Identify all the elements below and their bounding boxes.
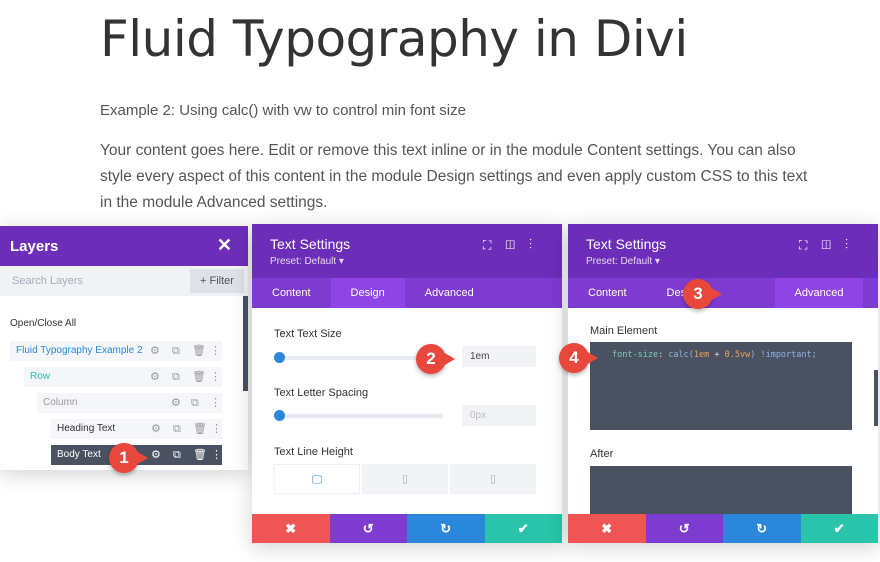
css-operator: + <box>709 350 725 360</box>
more-icon[interactable]: ⋮ <box>528 238 546 252</box>
layer-label: Column <box>43 397 78 408</box>
letter-spacing-input[interactable]: 0px <box>462 405 536 426</box>
gear-icon[interactable]: ⚙ <box>151 449 161 461</box>
duplicate-icon[interactable]: ⧉ <box>172 345 180 357</box>
gear-icon[interactable]: ⚙ <box>171 397 181 409</box>
duplicate-icon[interactable]: ⧉ <box>172 371 180 383</box>
trash-icon[interactable]: 🗑 <box>192 345 206 357</box>
slider-handle[interactable] <box>274 410 285 421</box>
search-layers-input[interactable]: Search Layers <box>12 275 83 287</box>
slider-handle[interactable] <box>274 352 285 363</box>
more-icon[interactable]: ⋮ <box>210 345 221 357</box>
main-element-label: Main Element <box>590 325 658 337</box>
more-icon[interactable]: ⋮ <box>210 397 221 409</box>
more-icon[interactable]: ⋮ <box>844 238 862 252</box>
close-icon[interactable]: ✕ <box>216 235 232 255</box>
line-height-label: Text Line Height <box>274 446 353 458</box>
step-marker-4: 4 <box>559 343 598 373</box>
layer-row[interactable]: Row ⚙ ⧉ 🗑 ⋮ <box>24 367 222 387</box>
split-icon[interactable]: ◫ <box>505 238 529 252</box>
gear-icon[interactable]: ⚙ <box>151 423 161 435</box>
redo-button[interactable]: ↻ <box>723 514 801 543</box>
text-settings-advanced-panel: Text Settings Preset: Default ▾ ⛶◫⋮ Conten… <box>568 224 878 543</box>
letter-spacing-label: Text Letter Spacing <box>274 387 369 399</box>
tab-advanced[interactable]: Advanced <box>424 287 474 299</box>
layer-label: Fluid Typography Example 2 <box>16 345 143 356</box>
layer-label: Heading Text <box>57 423 116 434</box>
text-settings-design-panel: Text Settings Preset: Default ▾ ⛶◫⋮ Conten… <box>252 224 562 543</box>
panel-title: Text Settings <box>270 236 351 252</box>
css-important: !important; <box>755 350 817 360</box>
trash-icon[interactable]: 🗑 <box>193 423 207 435</box>
css-paren: ) <box>750 350 756 360</box>
more-icon[interactable]: ⋮ <box>211 449 222 461</box>
css-value: 0.5vw <box>724 350 751 360</box>
desktop-icon[interactable]: 🖵 <box>274 464 360 494</box>
tab-content[interactable]: Content <box>588 287 627 299</box>
fullscreen-icon[interactable]: ⛶ <box>798 238 822 252</box>
preset-dropdown[interactable]: Preset: Default ▾ <box>586 256 660 267</box>
layer-column[interactable]: Column ⚙ ⧉ ⋮ <box>37 393 222 413</box>
undo-button[interactable]: ↺ <box>329 514 407 543</box>
layer-section[interactable]: Fluid Typography Example 2 ⚙ ⧉ 🗑 ⋮ <box>10 341 222 361</box>
split-icon[interactable]: ◫ <box>821 238 845 252</box>
layer-label: Row <box>30 371 51 382</box>
save-button[interactable]: ✔ <box>484 514 562 543</box>
more-icon[interactable]: ⋮ <box>211 423 222 435</box>
step-marker-3: 3 <box>683 279 722 309</box>
layer-heading-text[interactable]: Heading Text ⚙ ⧉ 🗑 ⋮ <box>51 419 222 439</box>
save-button[interactable]: ✔ <box>800 514 878 543</box>
trash-icon[interactable]: 🗑 <box>192 371 206 383</box>
panel-title: Text Settings <box>586 236 667 252</box>
scrollbar[interactable] <box>243 296 248 391</box>
page-subtitle: Example 2: Using calc() with vw to contr… <box>100 102 466 119</box>
redo-button[interactable]: ↻ <box>407 514 485 543</box>
more-icon[interactable]: ⋮ <box>210 371 221 383</box>
undo-button[interactable]: ↺ <box>645 514 723 543</box>
body-paragraph: Your content goes here. Edit or remove t… <box>100 142 808 211</box>
after-label: After <box>590 448 614 460</box>
gear-icon[interactable]: ⚙ <box>150 371 160 383</box>
tab-advanced[interactable]: Advanced <box>774 278 864 308</box>
open-close-all[interactable]: Open/Close All <box>10 318 77 329</box>
step-marker-2: 2 <box>416 344 455 374</box>
css-function: calc( <box>668 350 694 360</box>
filter-button[interactable]: + Filter <box>190 269 244 293</box>
tab-design[interactable]: Design <box>330 278 405 308</box>
cancel-button[interactable]: ✖ <box>568 514 646 543</box>
layer-label: Body Text <box>57 449 101 460</box>
text-size-input[interactable]: 1em <box>462 346 536 367</box>
tablet-icon[interactable]: ▯ <box>362 464 448 494</box>
text-size-slider[interactable] <box>278 356 443 360</box>
fullscreen-icon[interactable]: ⛶ <box>482 238 506 252</box>
letter-spacing-slider[interactable] <box>278 414 443 418</box>
scrollbar[interactable] <box>874 370 878 426</box>
duplicate-icon[interactable]: ⧉ <box>191 397 199 409</box>
preset-dropdown[interactable]: Preset: Default ▾ <box>270 256 344 267</box>
page-title: Fluid Typography in Divi <box>100 10 688 68</box>
text-size-label: Text Text Size <box>274 328 342 340</box>
duplicate-icon[interactable]: ⧉ <box>173 449 181 461</box>
tab-content[interactable]: Content <box>272 287 311 299</box>
duplicate-icon[interactable]: ⧉ <box>173 423 181 435</box>
trash-icon[interactable]: 🗑 <box>193 449 207 461</box>
phone-icon[interactable]: ▯ <box>450 464 536 494</box>
layers-title: Layers <box>10 238 59 255</box>
gear-icon[interactable]: ⚙ <box>150 345 160 357</box>
tab-design[interactable]: Des <box>666 287 687 299</box>
layers-panel: Layers ✕ Search Layers + Filter Open/Close… <box>0 226 248 470</box>
step-marker-1: 1 <box>109 443 148 473</box>
cancel-button[interactable]: ✖ <box>252 514 330 543</box>
css-value: 1em <box>693 350 710 360</box>
css-property: font-size <box>612 350 659 360</box>
main-element-css-editor[interactable]: font-size: calc(1em + 0.5vw) !important; <box>590 342 852 430</box>
